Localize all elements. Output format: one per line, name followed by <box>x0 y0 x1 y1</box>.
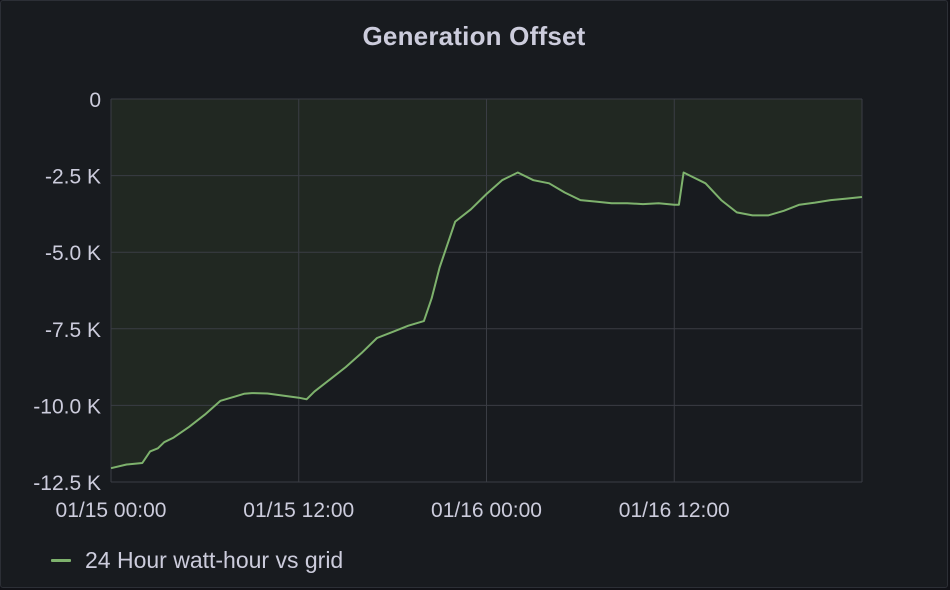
y-tick-label: -2.5 K <box>45 166 101 189</box>
y-tick-label: -5.0 K <box>45 242 101 265</box>
y-axis-ticks: 0 -2.5 K -5.0 K -7.5 K -10.0 K -12.5 K <box>33 89 101 495</box>
x-axis-ticks: 01/15 00:00 01/15 12:00 01/16 00:00 01/16 1… <box>56 499 730 522</box>
y-tick-label: -7.5 K <box>45 319 101 342</box>
panel-title[interactable]: Generation Offset <box>362 21 586 51</box>
y-tick-label: -12.5 K <box>33 472 101 495</box>
y-tick-label: -10.0 K <box>33 395 101 418</box>
legend-color-swatch <box>51 559 71 562</box>
x-tick-label: 01/15 00:00 <box>56 499 167 522</box>
chart-grid <box>110 98 863 483</box>
y-tick-label: 0 <box>89 89 101 112</box>
legend-label[interactable]: 24 Hour watt-hour vs grid <box>85 547 344 573</box>
x-tick-label: 01/16 12:00 <box>619 499 730 522</box>
x-tick-label: 01/16 00:00 <box>431 499 542 522</box>
series-line[interactable] <box>110 171 863 470</box>
area-chart: 0 -2.5 K -5.0 K -7.5 K -10.0 K -12.5 K 01/15 … <box>33 89 863 522</box>
legend[interactable]: 24 Hour watt-hour vs grid <box>51 547 343 574</box>
x-tick-label: 01/15 12:00 <box>243 499 354 522</box>
